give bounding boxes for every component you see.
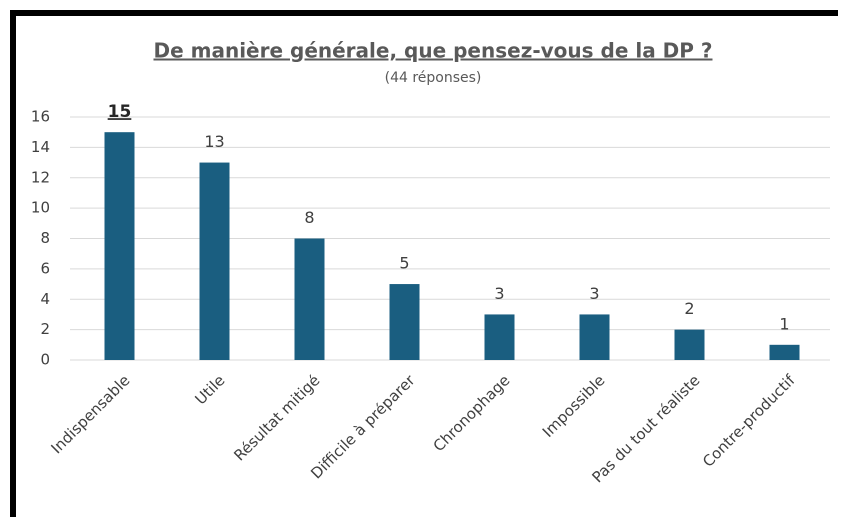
bar xyxy=(484,314,515,360)
data-label: 15 xyxy=(108,102,132,122)
data-label: 1 xyxy=(779,314,789,333)
chart-subtitle: (44 réponses) xyxy=(385,70,482,86)
data-label: 5 xyxy=(399,254,409,273)
y-tick-label: 0 xyxy=(40,351,50,369)
y-tick-label: 6 xyxy=(40,259,50,277)
bar xyxy=(769,344,800,360)
bar xyxy=(294,238,325,360)
data-label: 8 xyxy=(304,208,314,227)
bar xyxy=(389,284,420,360)
data-label: 2 xyxy=(684,299,694,318)
chart-title: De manière générale, que pensez-vous de … xyxy=(153,39,712,63)
frame xyxy=(10,10,838,517)
bar xyxy=(199,162,230,360)
data-label: 3 xyxy=(589,284,599,303)
y-tick-label: 4 xyxy=(40,290,50,308)
bar xyxy=(104,132,135,360)
data-label: 13 xyxy=(204,132,224,151)
y-tick-label: 16 xyxy=(31,108,50,126)
bar xyxy=(579,314,610,360)
bar xyxy=(674,329,705,360)
y-tick-label: 14 xyxy=(31,138,50,156)
y-tick-label: 12 xyxy=(31,168,50,186)
data-label: 3 xyxy=(494,284,504,303)
y-tick-label: 10 xyxy=(31,199,50,217)
y-tick-label: 2 xyxy=(40,320,50,338)
y-tick-label: 8 xyxy=(40,229,50,247)
